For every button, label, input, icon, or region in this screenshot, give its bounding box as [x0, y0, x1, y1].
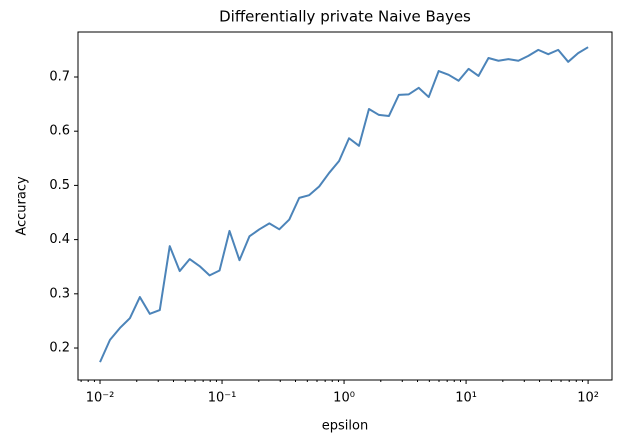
y-tick-label: 0.5 — [49, 178, 70, 193]
x-tick-label: 10⁻¹ — [208, 391, 237, 406]
y-tick-label: 0.6 — [49, 124, 70, 139]
x-axis-label: epsilon — [322, 419, 368, 434]
x-tick-label: 10⁰ — [333, 391, 355, 406]
x-tick-label: 10² — [577, 391, 599, 406]
x-tick-label: 10⁻² — [86, 391, 115, 406]
y-tick-label: 0.7 — [49, 69, 70, 84]
data-line — [99, 46, 589, 363]
x-tick-label: 10¹ — [455, 391, 477, 406]
plot-frame — [77, 31, 613, 381]
y-axis-label: Accuracy — [15, 176, 30, 236]
y-tick-label: 0.3 — [49, 286, 70, 301]
chart-title: Differentially private Naive Bayes — [219, 8, 471, 26]
y-tick-label: 0.2 — [49, 341, 70, 356]
y-tick-label: 0.4 — [49, 232, 70, 247]
